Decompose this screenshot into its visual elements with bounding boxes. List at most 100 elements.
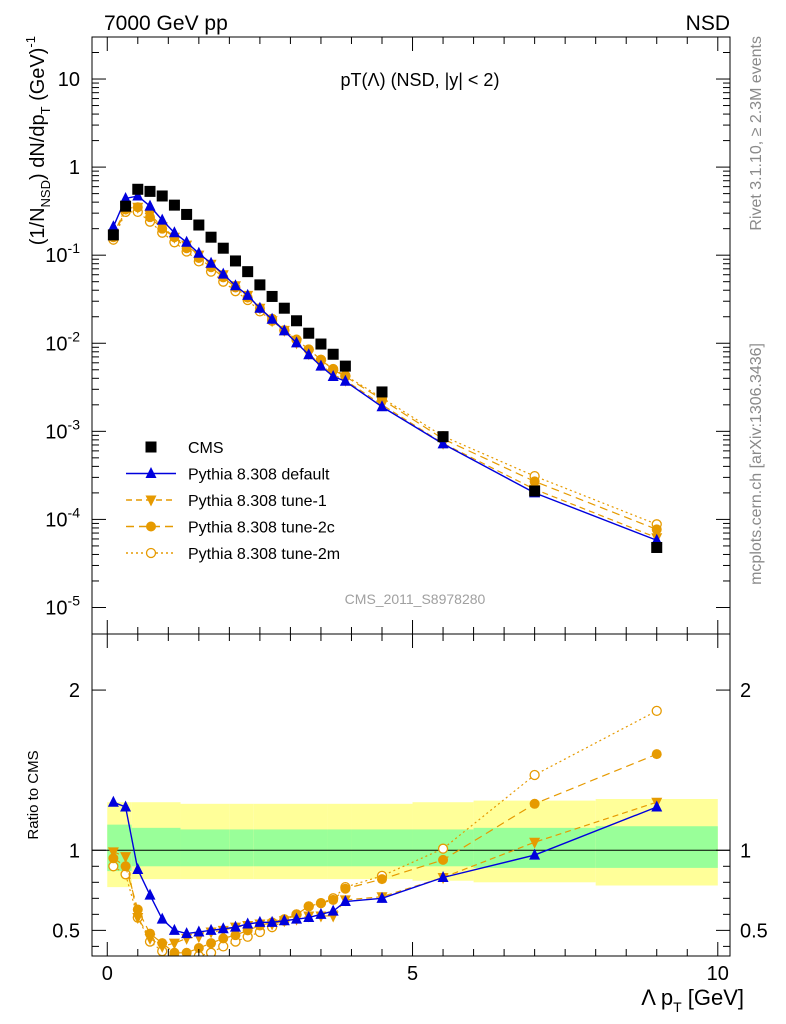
band-inner-segment: [229, 829, 254, 867]
ratio-point: [339, 895, 351, 907]
ratio-point: [651, 705, 662, 717]
y-tick-label: 10-3: [45, 416, 80, 443]
data-point: [266, 312, 278, 324]
ratio-point: [107, 847, 119, 859]
data-point: [327, 369, 339, 381]
data-point: [242, 266, 254, 278]
ratio-point: [107, 795, 119, 807]
energy-label: 7000 GeV pp: [104, 12, 228, 35]
data-point: [339, 374, 351, 386]
data-point: [242, 288, 254, 300]
legend-marker: [146, 521, 156, 532]
ratio-point: [144, 933, 156, 945]
data-point: [266, 290, 278, 302]
y-tick-label: 1: [69, 157, 80, 179]
ratio-point: [278, 914, 290, 926]
data-point: [193, 219, 205, 231]
data-point: [315, 359, 327, 371]
data-point: [303, 348, 315, 360]
mcplots-info: mcplots.cern.ch [arXiv:1306.3436]: [748, 343, 765, 585]
ratio-point: [217, 922, 229, 934]
data-point: [156, 213, 168, 225]
ratio-point: [120, 800, 132, 812]
ratio-point: [156, 912, 168, 924]
ratio-line: [113, 801, 657, 935]
ratio-point: [242, 917, 254, 929]
data-point: [327, 348, 339, 360]
ratio-y-tick-label-right: 1: [740, 840, 751, 862]
ratio-y-tick-label: 2: [69, 680, 80, 702]
ratio-point: [651, 800, 663, 812]
data-point: [120, 192, 132, 204]
data-point: [181, 235, 193, 247]
band-inner-segment: [351, 829, 413, 867]
ratio-point: [529, 798, 540, 809]
legend-label: Pythia 8.308 tune-2m: [188, 546, 340, 563]
legend-entry: Pythia 8.308 tune-2m: [126, 546, 340, 563]
ratio-y-tick-label: 1: [69, 840, 80, 862]
ratio-point: [168, 938, 180, 950]
data-point: [181, 208, 193, 220]
legend-marker: [145, 467, 157, 478]
ratio-series-pythia-8-308-default: [107, 795, 663, 939]
data-point: [529, 476, 540, 487]
band-inner-segment: [595, 826, 718, 868]
y-tick-label: 10: [58, 69, 80, 91]
ratio-point: [156, 941, 168, 953]
data-point: [229, 255, 241, 267]
series-line: [112, 195, 657, 541]
ratio-point: [120, 852, 132, 864]
ratio-point: [377, 874, 387, 885]
ratio-point: [168, 923, 180, 935]
data-point: [229, 279, 241, 291]
ratio-point: [529, 769, 540, 781]
data-point: [217, 267, 229, 279]
data-point: [168, 226, 180, 238]
data-point: [144, 185, 156, 197]
ratio-point: [529, 848, 541, 860]
analysis-watermark: CMS_2011_S8978280: [345, 591, 486, 607]
data-point: [205, 231, 217, 243]
data-point: [132, 183, 144, 195]
data-point: [144, 199, 156, 211]
data-point: [254, 279, 266, 291]
ratio-panel-frame: [91, 633, 731, 957]
ratio-line: [113, 710, 658, 956]
band-inner-segment: [327, 829, 352, 867]
data-point: [651, 524, 662, 535]
data-point: [651, 541, 663, 553]
data-point: [254, 301, 266, 313]
data-point: [291, 315, 303, 327]
ratio-point: [132, 904, 143, 915]
ratio-y-tick-label-right: 0.5: [740, 920, 768, 942]
data-point: [339, 360, 351, 372]
data-point: [376, 386, 388, 398]
main-panel-series: [107, 183, 663, 553]
ratio-point: [315, 898, 326, 909]
ratio-y-tick-label-right: 2: [740, 680, 751, 702]
data-point: [376, 400, 388, 412]
legend: CMS Pythia 8.308 default Pythia 8.308 tune…: [126, 440, 340, 563]
x-tick-label: 5: [407, 963, 418, 985]
ratio-point: [328, 894, 339, 905]
ratio-point: [229, 920, 241, 932]
legend-entry: Pythia 8.308 tune-2c: [126, 520, 335, 537]
data-point: [156, 222, 168, 234]
x-tick-label: 10: [707, 963, 729, 985]
y-axis-label: (1/NNSD) dN/dpT (GeV)-1: [23, 36, 53, 245]
data-point: [144, 209, 156, 221]
process-label: NSD: [686, 12, 730, 35]
series-cms: [107, 183, 663, 553]
ratio-point: [438, 854, 449, 865]
ratio-point: [132, 913, 144, 925]
ratio-point: [303, 911, 315, 923]
axis-tick-labels: 0 5 10 10-5 10-4 10-3 10-2 10-1 1 10 0.5 0.5 1 1 2 2: [45, 69, 768, 985]
ratio-point: [144, 888, 156, 900]
band-inner-segment: [180, 829, 230, 867]
ratio-point: [340, 883, 351, 894]
data-point: [529, 485, 541, 497]
ratio-point: [193, 942, 204, 953]
ratio-point: [254, 915, 266, 927]
legend-marker: [145, 547, 157, 559]
